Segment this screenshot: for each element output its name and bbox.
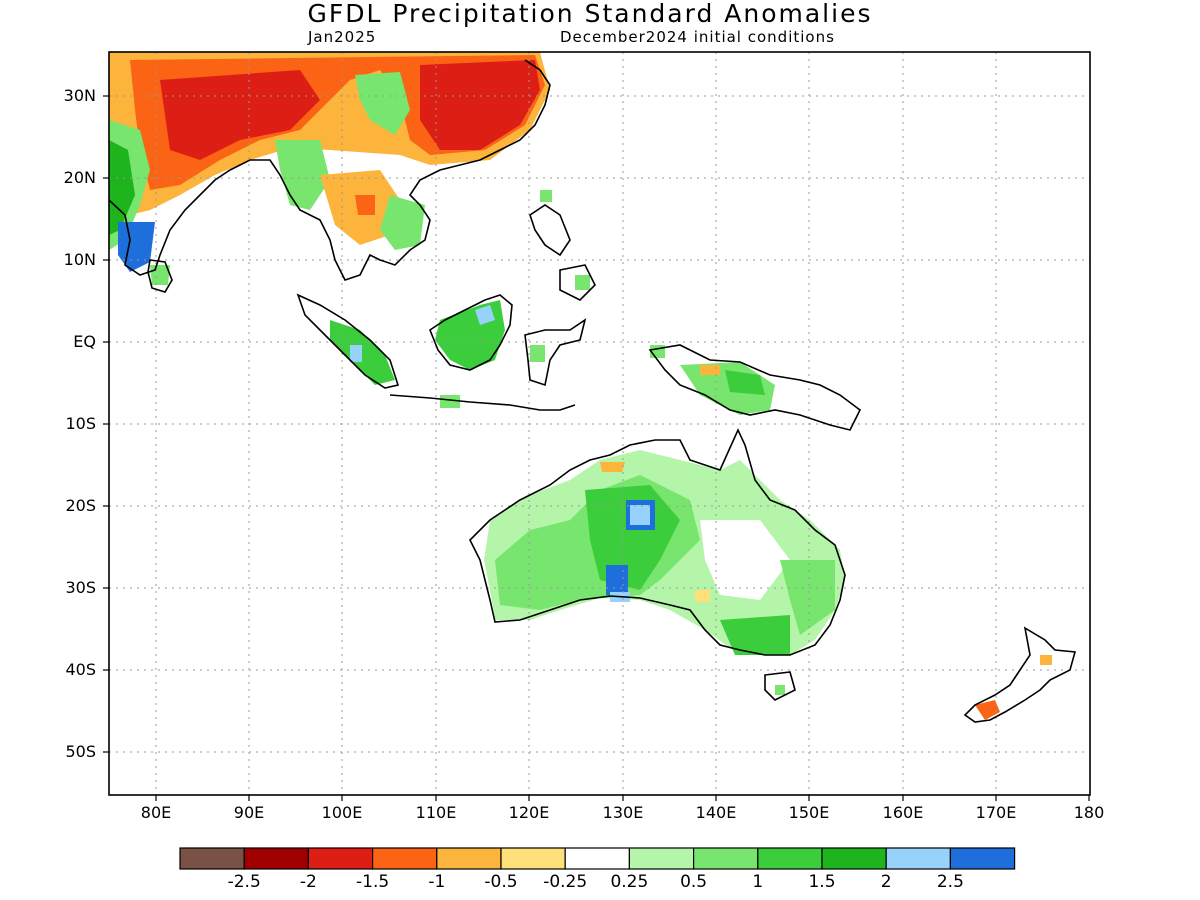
philippines-coast: [529, 204, 571, 257]
lon-label-120e: 120E: [508, 803, 550, 822]
wet-region-new-guinea-core: [725, 370, 765, 395]
dry-spot-new-zealand-south: [975, 700, 1000, 720]
sri-lanka-coast: [147, 259, 173, 293]
colorbar-swatch: [307, 847, 374, 870]
new-guinea-coast: [648, 344, 862, 431]
wet-region-east-australia: [780, 560, 835, 635]
lat-label-20n: 20N: [63, 168, 96, 187]
lon-label-80e: 80E: [140, 803, 172, 822]
colorbar-swatch: [692, 847, 759, 870]
colorbar-swatch: [243, 847, 309, 870]
tasmania-coast: [764, 671, 796, 701]
colorbar-label: 2.5: [936, 872, 964, 892]
lon-label-180: 180: [1073, 803, 1105, 822]
colorbar-label: 2: [880, 872, 892, 892]
sulawesi-coast: [524, 318, 587, 387]
dry-spot-new-guinea: [700, 365, 720, 375]
colorbar-swatch: [885, 847, 952, 870]
wet-spot-tasmania: [775, 685, 785, 695]
colorbar-label: -1: [428, 872, 446, 892]
wet-spot-sulawesi: [530, 345, 545, 362]
wet-spot-halmahera: [650, 345, 665, 358]
neutral-region-queensland: [700, 520, 790, 600]
colorbar-swatch: [372, 847, 438, 870]
lat-label-40s: 40S: [65, 660, 96, 679]
wet-region-yunnan: [355, 72, 410, 135]
lat-label-eq: EQ: [73, 332, 96, 351]
colorbar-label: 0.25: [610, 872, 649, 892]
lat-gridlines: [109, 95, 1090, 753]
lon-label-170e: 170E: [975, 803, 1017, 822]
lat-ticks: [103, 95, 109, 753]
initial-conditions-label: December2024 initial conditions: [560, 28, 835, 46]
very-dry-region-china: [420, 60, 540, 150]
very-wet-spot-borneo: [475, 305, 495, 325]
very-dry-region-tibet: [160, 70, 320, 160]
wet-region-central-australia: [585, 485, 680, 590]
asia-coastline: [109, 59, 551, 281]
wet-region-vietnam: [380, 195, 425, 250]
very-wet-spot-australia-south: [606, 565, 628, 595]
colorbar-label: 1.5: [808, 872, 836, 892]
wet-spot-luzon: [540, 190, 552, 202]
lon-label-140e: 140E: [695, 803, 737, 822]
lat-label-50s: 50S: [65, 742, 96, 761]
lon-label-110e: 110E: [415, 803, 457, 822]
mindanao-coast: [559, 264, 596, 301]
colorbar-swatch: [757, 847, 823, 870]
lat-label-10n: 10N: [63, 250, 96, 269]
australia-coast: [469, 428, 846, 656]
colorbar-label: 0.5: [680, 872, 708, 892]
colorbar-label: -2.5: [227, 872, 261, 892]
lon-label-100e: 100E: [321, 803, 363, 822]
lat-label-10s: 10S: [65, 414, 96, 433]
colorbar-label: -2: [299, 872, 317, 892]
lat-label-20s: 20S: [65, 496, 96, 515]
colorbar: [179, 847, 1016, 870]
lon-label-130e: 130E: [602, 803, 644, 822]
forecast-month: Jan2025: [308, 28, 377, 46]
colorbar-swatch: [949, 847, 1016, 870]
very-wet-spot-sumatra: [350, 345, 362, 362]
colorbar-label: -0.5: [484, 872, 518, 892]
wet-region-india-core: [109, 140, 135, 235]
wet-spot-australia-north-outer: [630, 505, 650, 525]
dry-spot-australia-south: [695, 590, 710, 602]
lon-label-150e: 150E: [788, 803, 830, 822]
wet-spot-java: [440, 395, 460, 408]
lon-label-160e: 160E: [882, 803, 924, 822]
colorbar-swatch: [500, 847, 566, 870]
colorbar-swatch: [564, 847, 631, 870]
wet-region-sumatra: [330, 320, 395, 385]
borneo-coast: [429, 294, 513, 371]
colorbar-swatch: [821, 847, 887, 870]
lat-label-30s: 30S: [65, 578, 96, 597]
wet-region-southeast-australia: [720, 615, 790, 655]
map-title: GFDL Precipitation Standard Anomalies: [307, 0, 873, 28]
coastlines: [109, 59, 1077, 723]
colorbar-swatch: [436, 847, 502, 870]
dry-spot-australia-north: [600, 462, 625, 472]
lat-label-30n: 30N: [63, 86, 96, 105]
colorbar-swatch: [179, 847, 245, 870]
new-zealand-coast: [963, 626, 1077, 723]
colorbar-label: -0.25: [543, 872, 588, 892]
lon-ticks: [155, 795, 1090, 801]
anomaly-field: [109, 52, 1052, 720]
sumatra-coast: [296, 293, 400, 389]
lon-label-90e: 90E: [233, 803, 265, 822]
dry-spot-thailand: [355, 195, 375, 215]
java-coast: [389, 394, 576, 411]
lon-gridlines: [155, 52, 997, 795]
dry-spot-new-zealand-north: [1040, 655, 1052, 665]
colorbar-label: 1: [752, 872, 764, 892]
wet-spot-mindanao: [575, 275, 590, 290]
colorbar-label: -1.5: [356, 872, 390, 892]
colorbar-swatch: [628, 847, 695, 870]
